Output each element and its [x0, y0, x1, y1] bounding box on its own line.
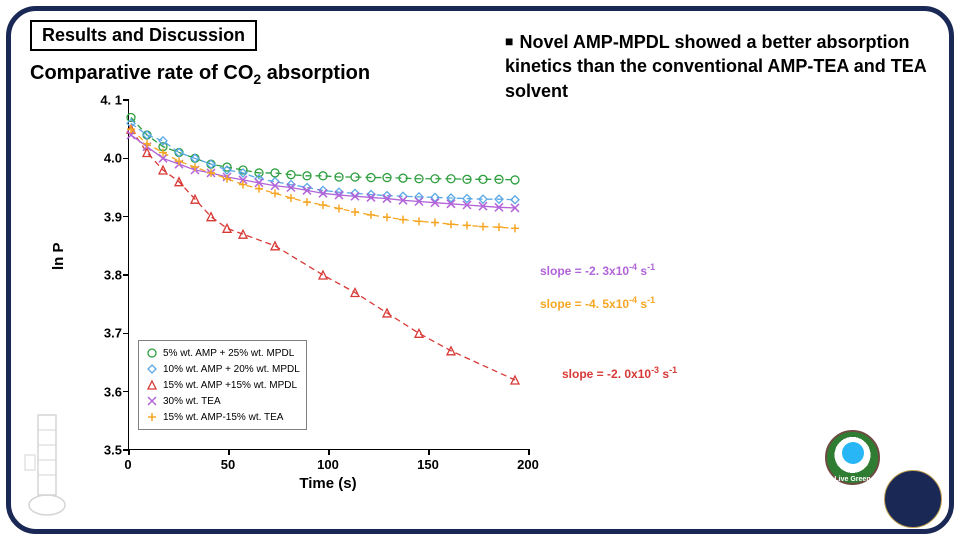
- legend-label: 5% wt. AMP + 25% wt. MPDL: [163, 348, 294, 359]
- legend-label: 15% wt. AMP-15% wt. TEA: [163, 412, 283, 423]
- chart-container: ln P Time (s) 3.53.63.73.83.94.04. 10501…: [70, 100, 540, 500]
- institution-seal: [884, 470, 942, 528]
- y-tick-label: 3.6: [82, 384, 122, 399]
- legend-label: 10% wt. AMP + 20% wt. MPDL: [163, 364, 300, 375]
- chart-legend: 5% wt. AMP + 25% wt. MPDL 10% wt. AMP + 2…: [138, 340, 307, 430]
- subtitle: Comparative rate of CO2 absorption: [30, 62, 370, 87]
- y-tick-label: 3.8: [82, 268, 122, 283]
- y-tick-label: 3.5: [82, 443, 122, 458]
- results-badge: Results and Discussion: [30, 20, 257, 51]
- legend-label: 15% wt. AMP +15% wt. MPDL: [163, 380, 297, 391]
- slope-annotation: slope = -2. 3x10-4 s-1: [540, 262, 655, 278]
- x-tick-label: 200: [508, 457, 548, 472]
- x-tick-label: 50: [208, 457, 248, 472]
- slope-annotation: slope = -2. 0x10-3 s-1: [562, 365, 677, 381]
- x-axis-label: Time (s): [128, 475, 528, 492]
- subtitle-pre: Comparative rate of CO: [30, 62, 253, 84]
- subtitle-post: absorption: [261, 62, 370, 84]
- y-tick-label: 3.9: [82, 209, 122, 224]
- x-tick-label: 150: [408, 457, 448, 472]
- bullet-content: Novel AMP-MPDL showed a better absorptio…: [505, 32, 926, 101]
- live-green-logo: Live Green: [825, 430, 880, 485]
- y-tick-label: 4.0: [82, 151, 122, 166]
- slope-annotation: slope = -4. 5x10-4 s-1: [540, 295, 655, 311]
- x-tick-label: 100: [308, 457, 348, 472]
- bullet-square-icon: ■: [505, 33, 513, 49]
- legend-label: 30% wt. TEA: [163, 396, 221, 407]
- column-apparatus-icon: [20, 410, 75, 520]
- y-tick-label: 3.7: [82, 326, 122, 341]
- y-axis-label: ln P: [50, 242, 67, 270]
- bullet-text: ■Novel AMP-MPDL showed a better absorpti…: [505, 30, 930, 103]
- y-tick-label: 4. 1: [82, 93, 122, 108]
- x-tick-label: 0: [108, 457, 148, 472]
